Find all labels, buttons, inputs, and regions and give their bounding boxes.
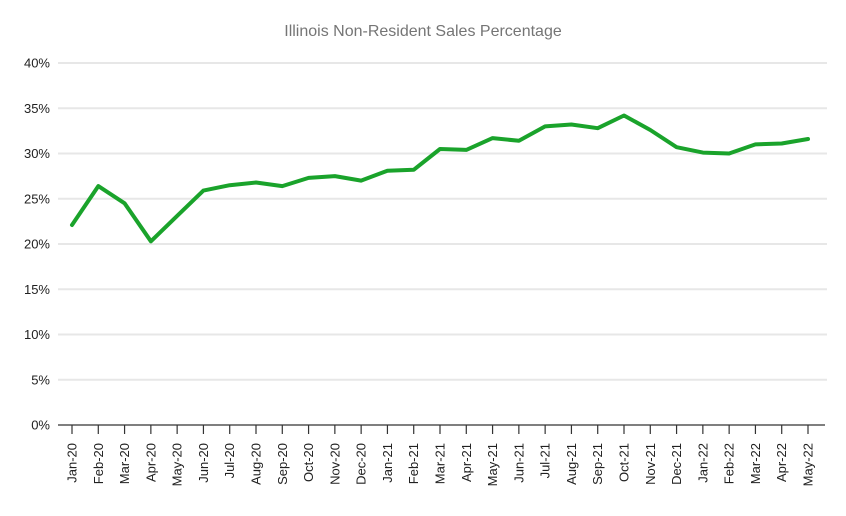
x-tick-label: Mar-22 (748, 443, 763, 484)
x-tick-label: Apr-21 (459, 443, 474, 482)
x-tick-label: Jun-20 (196, 443, 211, 483)
x-tick-label: May-21 (485, 443, 500, 486)
y-tick-label: 15% (24, 282, 50, 297)
y-tick-label: 10% (24, 327, 50, 342)
x-tick-label: Apr-22 (774, 443, 789, 482)
y-tick-label: 20% (24, 237, 50, 252)
x-tick-label: Jul-21 (538, 443, 553, 478)
x-tick-label: Nov-21 (643, 443, 658, 485)
x-tick-label: Aug-21 (564, 443, 579, 485)
x-tick-label: Apr-20 (143, 443, 158, 482)
x-tick-label: Jun-21 (511, 443, 526, 483)
x-tick-label: Sep-21 (590, 443, 605, 485)
x-tick-label: Mar-20 (117, 443, 132, 484)
x-tick-label: Jan-21 (380, 443, 395, 483)
x-tick-label: Aug-20 (249, 443, 264, 485)
x-tick-label: Oct-20 (301, 443, 316, 482)
x-tick-label: May-22 (801, 443, 816, 486)
x-tick-label: Feb-21 (406, 443, 421, 484)
series-line (70, 113, 810, 244)
x-tick-label: Oct-21 (617, 443, 632, 482)
y-tick-label: 30% (24, 146, 50, 161)
y-gridlines (58, 62, 827, 381)
x-axis-labels: Jan-20 Feb-20 Mar-20 Apr-20 May-20 Jun-20 Jul-… (65, 443, 816, 486)
y-tick-label: 5% (31, 372, 50, 387)
x-tick-label: Jan-22 (695, 443, 710, 483)
y-tick-label: 35% (24, 101, 50, 116)
chart-title: Illinois Non-Resident Sales Percentage (284, 23, 562, 40)
x-tick-label: Dec-20 (354, 443, 369, 485)
y-axis-labels: 0% 5% 10% 15% 20% 25% 30% 35% 40% (24, 56, 50, 433)
data-series-line (70, 113, 810, 244)
x-axis (58, 424, 825, 434)
x-tick-label: Nov-20 (327, 443, 342, 485)
y-tick-label: 40% (24, 56, 50, 71)
x-tick-label: Jul-20 (222, 443, 237, 478)
x-tick-label: Mar-21 (433, 443, 448, 484)
x-tick-label: Dec-21 (669, 443, 684, 485)
x-tick-label: Feb-22 (722, 443, 737, 484)
x-tick-label: Feb-20 (91, 443, 106, 484)
x-tick-label: Jan-20 (65, 443, 80, 483)
x-tick-label: May-20 (170, 443, 185, 486)
x-tick-label: Sep-20 (275, 443, 290, 485)
y-tick-label: 0% (31, 418, 50, 433)
y-tick-label: 25% (24, 191, 50, 206)
